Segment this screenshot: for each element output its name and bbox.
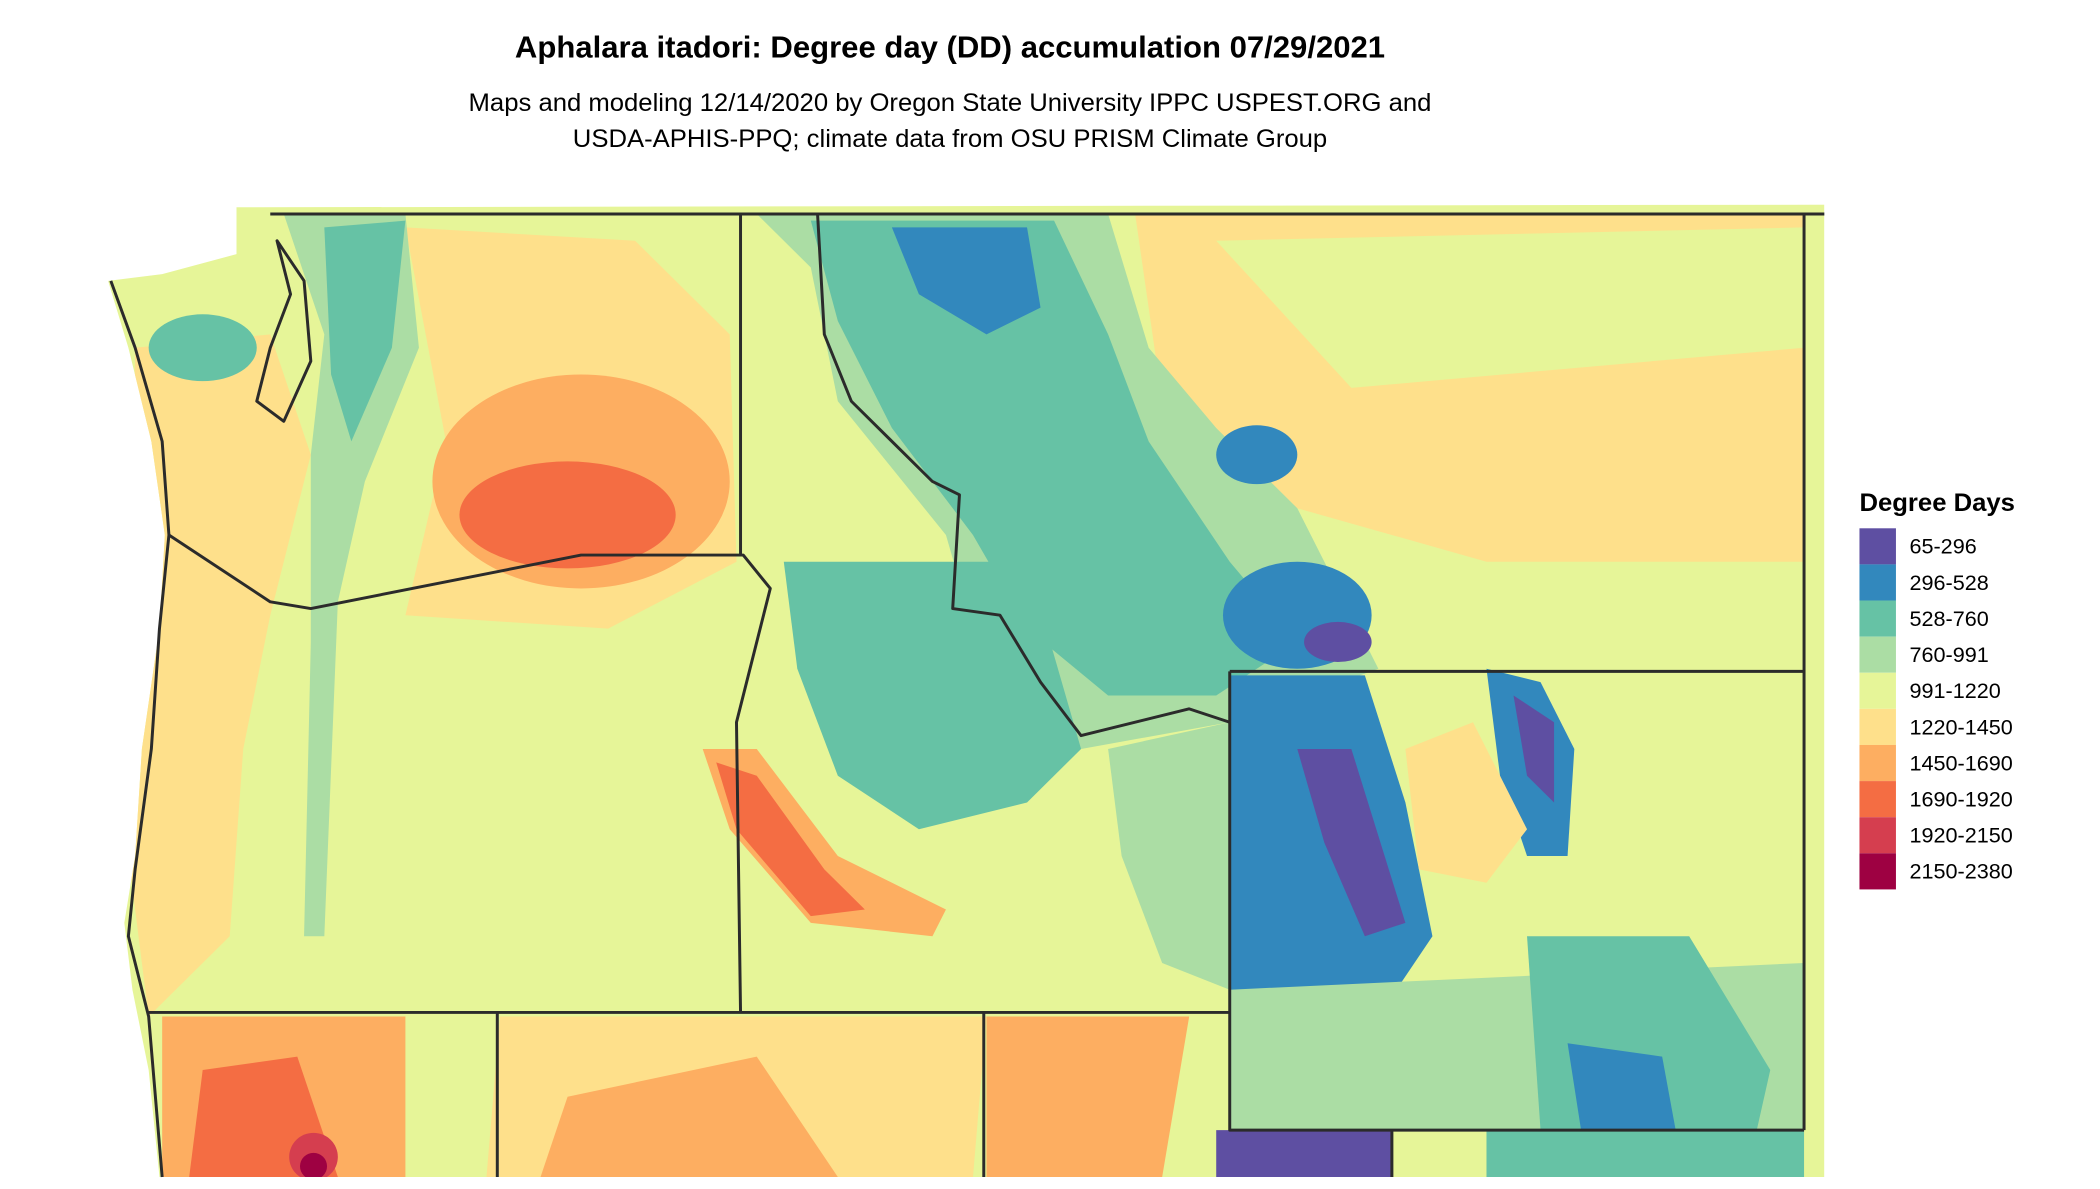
legend-label: 1450-1690 <box>1909 751 2012 775</box>
legend-swatch <box>1859 708 1896 745</box>
legend-swatch <box>1859 817 1896 854</box>
legend-label: 991-1220 <box>1909 679 2000 703</box>
legend: Degree Days 65-296 296-528 528-760 760-991 9… <box>1859 489 2015 890</box>
legend-label: 2150-2380 <box>1909 860 2012 884</box>
legend-label: 528-760 <box>1909 607 1988 631</box>
legend-label: 65-296 <box>1909 535 1976 559</box>
subtitle: Maps and modeling 12/14/2020 by Oregon S… <box>469 89 1432 117</box>
title: Aphalara itadori: Degree day (DD) accumu… <box>515 30 1385 65</box>
legend-swatch <box>1859 600 1896 637</box>
legend-label: 1220-1450 <box>1909 715 2012 739</box>
legend-swatch <box>1859 636 1896 673</box>
legend-swatch <box>1859 781 1896 818</box>
legend-swatch <box>1859 672 1896 709</box>
legend-swatch <box>1859 564 1896 601</box>
legend-swatch <box>1859 528 1896 565</box>
map-raster <box>108 204 1825 1178</box>
legend-swatch <box>1859 744 1896 782</box>
subtitle: USDA-APHIS-PPQ; climate data from OSU PR… <box>573 125 1327 153</box>
legend-label: 296-528 <box>1909 571 1988 595</box>
legend-label: 1920-2150 <box>1909 824 2012 848</box>
legend-label: 1690-1920 <box>1909 788 2012 812</box>
legend-swatch <box>1859 853 1896 890</box>
legend-title: Degree Days <box>1859 489 2015 517</box>
legend-label: 760-991 <box>1909 643 1988 667</box>
